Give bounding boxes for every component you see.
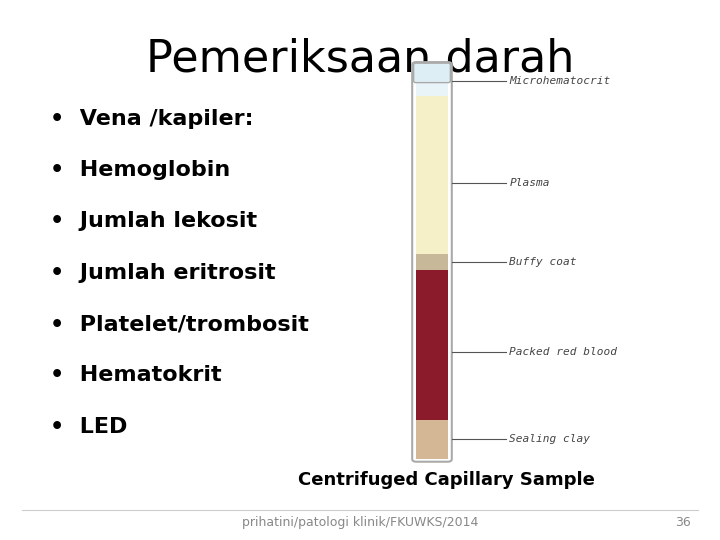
Text: Buffy coat: Buffy coat: [509, 257, 577, 267]
Text: •  Platelet/trombosit: • Platelet/trombosit: [50, 314, 310, 334]
Text: Plasma: Plasma: [509, 178, 550, 188]
Bar: [416, 420, 448, 459]
Text: •  Jumlah eritrosit: • Jumlah eritrosit: [50, 262, 276, 283]
Text: •  Hematokrit: • Hematokrit: [50, 365, 222, 386]
Bar: [416, 270, 448, 420]
Bar: [416, 254, 448, 270]
Text: Pemeriksaan darah: Pemeriksaan darah: [146, 38, 574, 81]
Text: Microhematocrit: Microhematocrit: [509, 76, 611, 85]
Text: •  Hemoglobin: • Hemoglobin: [50, 160, 230, 180]
Text: •  Vena /kapiler:: • Vena /kapiler:: [50, 109, 254, 129]
FancyBboxPatch shape: [413, 63, 451, 83]
Text: prihatini/patologi klinik/FKUWKS/2014: prihatini/patologi klinik/FKUWKS/2014: [242, 516, 478, 529]
Bar: [416, 96, 448, 254]
Text: Centrifuged Capillary Sample: Centrifuged Capillary Sample: [298, 471, 595, 489]
Bar: [416, 65, 448, 96]
Text: •  LED: • LED: [50, 416, 127, 437]
Text: 36: 36: [675, 516, 691, 529]
Text: •  Jumlah lekosit: • Jumlah lekosit: [50, 211, 258, 232]
Text: Packed red blood: Packed red blood: [509, 347, 617, 357]
Text: Sealing clay: Sealing clay: [509, 434, 590, 444]
